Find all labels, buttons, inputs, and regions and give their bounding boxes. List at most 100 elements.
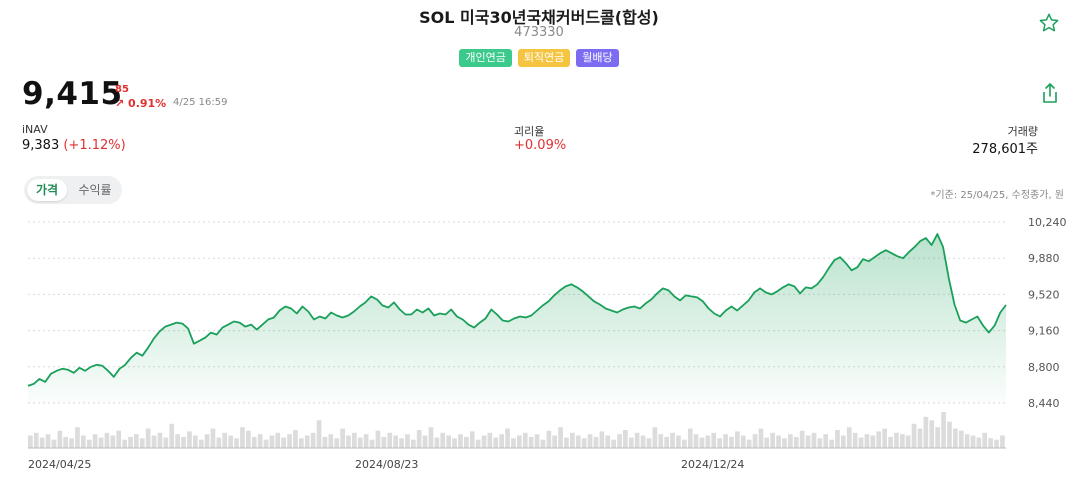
volume-bar xyxy=(823,434,829,448)
volume-bar xyxy=(81,435,86,448)
star-icon[interactable] xyxy=(1038,12,1060,34)
volume-bar xyxy=(911,423,917,448)
volume-bar xyxy=(829,439,834,448)
volume-bar xyxy=(363,434,369,448)
volume-bar xyxy=(381,436,387,448)
volume-bar xyxy=(316,420,322,448)
volume-bar xyxy=(434,437,440,448)
volume-bar xyxy=(693,434,699,448)
volume-bar xyxy=(558,427,563,448)
volume-bar xyxy=(257,434,263,448)
tag-retirement-pension: 퇴직연금 xyxy=(517,49,571,67)
volume-bar xyxy=(181,436,186,448)
volume-bar xyxy=(240,427,245,448)
tab-return[interactable]: 수익률 xyxy=(78,183,112,197)
volume-bar xyxy=(440,432,446,448)
volume-bar xyxy=(805,435,811,448)
volume-bar xyxy=(393,435,398,448)
volume-bar xyxy=(876,431,882,448)
volume-bar xyxy=(935,427,940,448)
volume-bar xyxy=(605,435,611,448)
volume-bar xyxy=(204,434,210,448)
volume-bar xyxy=(729,436,734,448)
volume-bar xyxy=(841,435,846,448)
tag-personal-pension: 개인연금 xyxy=(459,49,512,67)
volume-bar xyxy=(917,428,923,448)
volume-bar xyxy=(481,435,487,448)
volume-bar xyxy=(222,432,228,448)
volume-bar xyxy=(575,435,581,448)
ticker-code: 473330 xyxy=(514,25,564,40)
volume-bar xyxy=(28,435,33,448)
volume-bar xyxy=(405,434,410,448)
volume-bar xyxy=(275,432,281,448)
volume-bar xyxy=(658,434,664,448)
volume-bar xyxy=(458,434,463,448)
volume-bar xyxy=(216,437,222,448)
volume-bar xyxy=(328,434,334,448)
volume-bar xyxy=(617,434,622,448)
volume-bar xyxy=(104,432,110,448)
volume-bar xyxy=(128,436,133,448)
volume-bar xyxy=(411,439,416,448)
volume-bar xyxy=(293,430,298,448)
volume-bar xyxy=(699,437,705,448)
volume-bar xyxy=(640,435,646,448)
volume-bar xyxy=(346,435,351,448)
volume-bar xyxy=(623,430,628,448)
x-tick-label: 2024/08/23 xyxy=(355,458,418,471)
quote-time: 4/25 16:59 xyxy=(173,97,228,108)
volume-label: 거래량 xyxy=(1007,125,1038,138)
volume-bar xyxy=(422,435,428,448)
volume-bar xyxy=(540,439,546,448)
volume-bar xyxy=(652,427,658,448)
volume-bar xyxy=(852,432,858,448)
share-icon[interactable] xyxy=(1040,82,1060,104)
volume-bar xyxy=(888,436,893,448)
volume-bar xyxy=(122,439,127,448)
volume-bar xyxy=(475,439,481,448)
y-tick-label: 10,240 xyxy=(1028,216,1067,229)
volume-bar xyxy=(69,438,74,448)
volume-bar xyxy=(958,430,964,448)
volume-bar xyxy=(882,428,887,448)
y-tick-label: 8,440 xyxy=(1028,397,1060,410)
volume-bar xyxy=(811,432,817,448)
volume-bar xyxy=(198,439,204,448)
volume-bar xyxy=(163,437,169,448)
tab-price[interactable]: 가격 xyxy=(27,179,67,201)
volume-bar xyxy=(746,439,752,448)
volume-bar xyxy=(900,434,905,448)
volume-bar xyxy=(587,434,593,448)
volume-bar xyxy=(157,432,163,448)
volume-bar xyxy=(505,428,510,448)
volume-bar xyxy=(464,436,469,448)
volume-value: 278,601주 xyxy=(972,142,1038,157)
tag-monthly-dividend: 월배당 xyxy=(576,49,619,67)
volume-bar xyxy=(964,434,970,448)
volume-bar xyxy=(670,432,675,448)
volume-bar xyxy=(894,432,899,448)
volume-bar xyxy=(251,436,257,448)
price-chart: 10,240 9,880 9,520 9,160 8,800 8,440 2024/04/2… xyxy=(27,216,1067,471)
volume-bar xyxy=(357,437,363,448)
y-tick-label: 9,520 xyxy=(1028,288,1060,301)
volume-bar xyxy=(322,436,328,448)
volume-bar xyxy=(764,437,770,448)
volume-bar xyxy=(846,427,852,448)
volume-bar xyxy=(570,432,575,448)
volume-bar xyxy=(988,438,993,448)
volume-bar xyxy=(793,436,799,448)
volume-bar xyxy=(387,432,393,448)
volume-bar xyxy=(499,434,504,448)
volume-bar xyxy=(246,430,251,448)
volume-bar xyxy=(735,431,740,448)
volume-bar xyxy=(416,430,422,448)
volume-bar xyxy=(334,438,340,448)
price-change-percent: ↗ 0.91% xyxy=(115,97,167,110)
volume-bar xyxy=(75,427,80,448)
volume-bar xyxy=(953,428,958,448)
volume-bar xyxy=(723,434,728,448)
volume-bar xyxy=(740,435,746,448)
gap-value: +0.09% xyxy=(514,138,567,153)
